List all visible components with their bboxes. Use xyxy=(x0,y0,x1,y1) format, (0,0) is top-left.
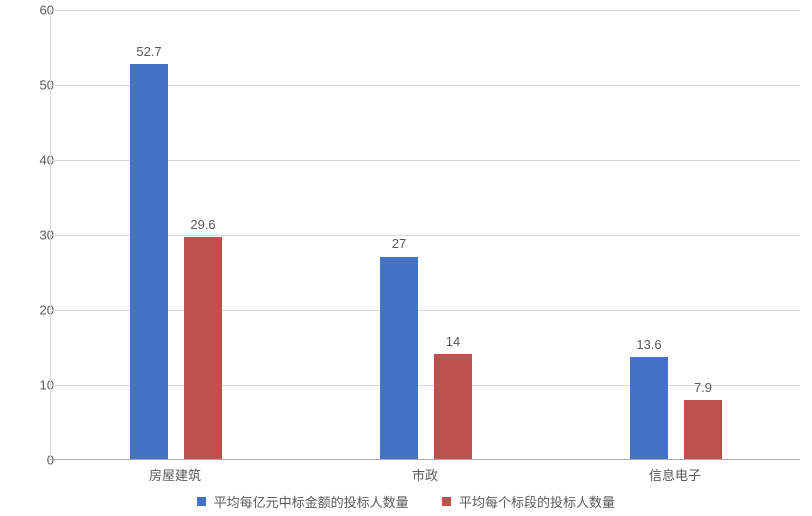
bar-value-label: 29.6 xyxy=(190,217,215,232)
y-tick-label: 20 xyxy=(14,303,54,318)
y-tick-label: 40 xyxy=(14,153,54,168)
bar-series2-cat2 xyxy=(434,354,472,459)
x-category-label: 信息电子 xyxy=(649,465,701,484)
legend-swatch-icon xyxy=(442,497,451,506)
legend-label: 平均每亿元中标金额的投标人数量 xyxy=(214,495,409,510)
y-tick-label: 0 xyxy=(14,453,54,468)
bar-series2-cat1 xyxy=(184,237,222,459)
bar-value-label: 27 xyxy=(392,236,406,251)
bar-series1-cat2 xyxy=(380,257,418,460)
legend-item-series2: 平均每个标段的投标人数量 xyxy=(442,492,615,511)
bar-series1-cat3 xyxy=(630,357,668,459)
bar-value-label: 13.6 xyxy=(636,337,661,352)
y-tick-label: 30 xyxy=(14,228,54,243)
bar-value-label: 14 xyxy=(446,334,460,349)
bar-series2-cat3 xyxy=(684,400,722,459)
legend-label: 平均每个标段的投标人数量 xyxy=(459,495,615,510)
legend-swatch-icon xyxy=(197,497,206,506)
x-category-label: 房屋建筑 xyxy=(149,465,201,484)
y-tick-label: 50 xyxy=(14,78,54,93)
x-category-label: 市政 xyxy=(412,465,438,484)
plot-area: 52.7 29.6 27 14 13.6 7.9 xyxy=(50,10,800,460)
bar-series1-cat1 xyxy=(130,64,168,459)
bar-chart: 0 10 20 30 40 50 60 52.7 29.6 27 14 13.6… xyxy=(0,0,812,516)
chart-legend: 平均每亿元中标金额的投标人数量 平均每个标段的投标人数量 xyxy=(0,492,812,511)
legend-item-series1: 平均每亿元中标金额的投标人数量 xyxy=(197,492,409,511)
y-tick-label: 10 xyxy=(14,378,54,393)
bar-value-label: 52.7 xyxy=(136,44,161,59)
bar-value-label: 7.9 xyxy=(694,380,712,395)
y-tick-label: 60 xyxy=(14,3,54,18)
gridline xyxy=(51,10,800,11)
